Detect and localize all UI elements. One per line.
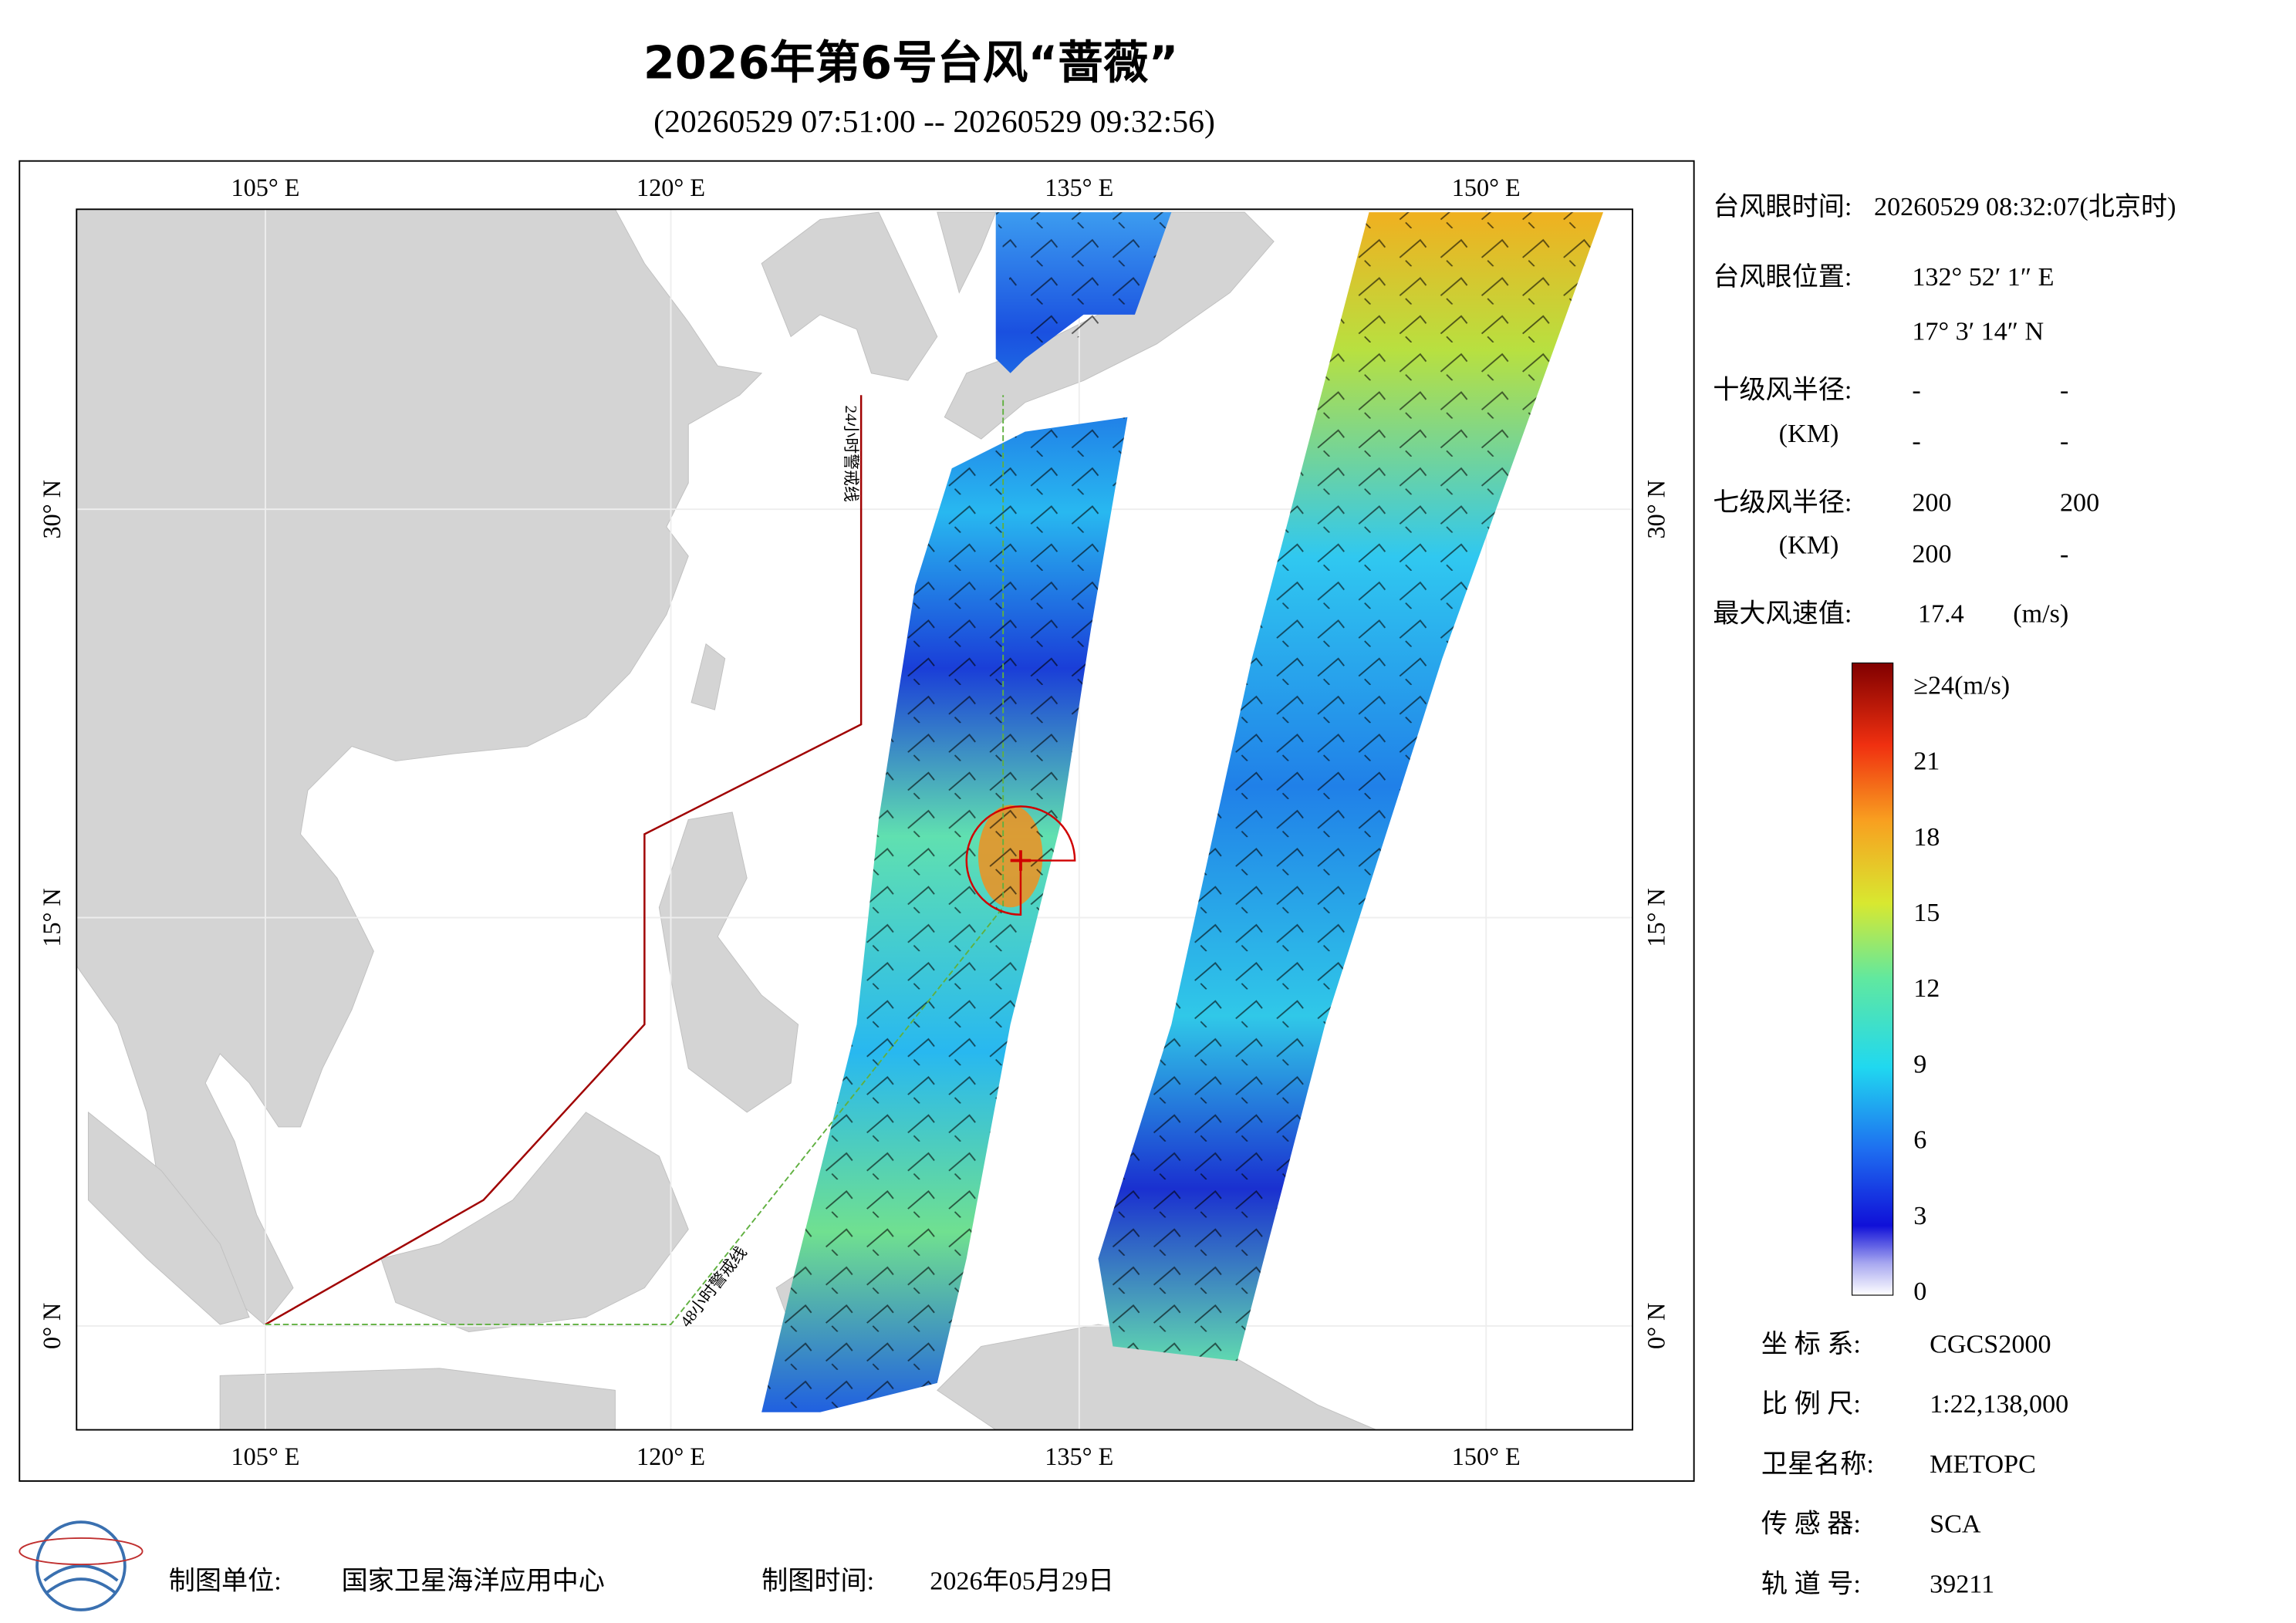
info-value: - — [1912, 376, 1920, 404]
info-unit: (KM) — [1779, 420, 1839, 448]
info-label: 十级风半径: — [1713, 375, 1852, 404]
info-panel: 台风眼时间: 20260529 08:32:07(北京时) 台风眼位置: 132… — [1713, 192, 2176, 628]
typhoon-radius — [965, 805, 1076, 916]
lon-label: 135° E — [1045, 174, 1113, 201]
info-value: 200 — [1912, 488, 1951, 517]
info-label: 台风眼位置: — [1713, 262, 1852, 292]
meta-value: SCA — [1930, 1510, 1981, 1539]
lat-label: 30° N — [1643, 480, 1670, 539]
meta-label: 坐 标 系: — [1761, 1329, 1861, 1358]
lat-label: 0° N — [38, 1303, 66, 1349]
colorbar-label: 9 — [1913, 1050, 1926, 1078]
info-unit: (KM) — [1779, 531, 1839, 559]
info-value: 17.4 — [1918, 600, 1964, 629]
colorbar-label: 3 — [1913, 1202, 1926, 1230]
footer-label: 制图单位: — [169, 1567, 282, 1596]
lat-label: 30° N — [38, 480, 66, 539]
map-area: 24小时警戒线 48小时警戒线 — [76, 209, 1633, 1430]
footer-value: 2026年05月29日 — [930, 1567, 1114, 1596]
meta-label: 传 感 器: — [1761, 1510, 1861, 1539]
meta-value: METOPC — [1930, 1450, 2036, 1479]
lat-label: 15° N — [38, 888, 66, 947]
typhoon-eye — [1010, 850, 1032, 871]
footer-value: 国家卫星海洋应用中心 — [342, 1567, 605, 1596]
line-label: 24小时警戒线 — [842, 406, 860, 502]
meta-value: 1:22,138,000 — [1930, 1390, 2068, 1419]
colorbar-label: 6 — [1913, 1126, 1926, 1155]
info-value: - — [2060, 427, 2068, 456]
meta-panel: 坐 标 系: CGCS2000 比 例 尺: 1:22,138,000 卫星名称: MET… — [1761, 1329, 2068, 1598]
meta-label: 轨 道 号: — [1761, 1569, 1861, 1598]
colorbar-label: 18 — [1913, 823, 1940, 852]
colorbar-label: 21 — [1913, 747, 1940, 776]
warning-line-24h — [265, 395, 863, 1326]
lat-label: 15° N — [1643, 888, 1670, 947]
lon-label: 120° E — [636, 1442, 705, 1470]
info-value: 200 — [2060, 488, 2099, 517]
colorbar-label: 12 — [1913, 974, 1940, 1003]
info-value: - — [1912, 427, 1920, 456]
info-value: 17° 3′ 14″ N — [1912, 317, 2044, 346]
colorbar-label: 15 — [1913, 899, 1940, 927]
colorbar-label: 0 — [1913, 1277, 1926, 1306]
warning-line-48h — [265, 395, 1004, 1325]
info-value: - — [2060, 376, 2068, 404]
meta-label: 比 例 尺: — [1761, 1390, 1861, 1419]
info-label: 台风眼时间: — [1713, 192, 1852, 221]
info-label: 最大风速值: — [1713, 599, 1852, 629]
footer-label: 制图时间: — [761, 1567, 874, 1596]
meta-value: CGCS2000 — [1930, 1330, 2051, 1358]
lon-label: 105° E — [231, 174, 299, 201]
info-value: - — [2060, 540, 2068, 569]
subtitle: (20260529 07:51:00 -- 20260529 09:32:56) — [653, 104, 1215, 140]
info-value: 132° 52′ 1″ E — [1912, 263, 2054, 292]
lon-label: 120° E — [636, 174, 705, 201]
wind-barbs — [761, 212, 1604, 1412]
lon-label: 105° E — [231, 1442, 299, 1470]
map-border — [76, 208, 1633, 1431]
info-value: 20260529 08:32:07(北京时) — [1874, 192, 2176, 221]
info-unit: (m/s) — [2013, 600, 2068, 629]
lon-label: 150° E — [1452, 174, 1521, 201]
meta-label: 卫星名称: — [1761, 1449, 1874, 1479]
title: 2026年第6号台风“蔷薇” — [643, 35, 1178, 89]
meta-value: 39211 — [1930, 1570, 1994, 1598]
info-value: 200 — [1912, 540, 1951, 569]
map-frame — [19, 160, 1695, 1482]
colorbar-labels: ≥24(m/s) 21 18 15 12 9 6 3 0 — [1913, 672, 2010, 1306]
info-label: 七级风半径: — [1713, 488, 1852, 517]
lon-label: 150° E — [1452, 1442, 1521, 1470]
colorbar-label: ≥24(m/s) — [1913, 672, 2010, 700]
colorbar — [1851, 662, 1894, 1296]
lat-label: 0° N — [1643, 1303, 1670, 1349]
logo — [19, 1520, 144, 1611]
lon-label: 135° E — [1045, 1442, 1113, 1470]
